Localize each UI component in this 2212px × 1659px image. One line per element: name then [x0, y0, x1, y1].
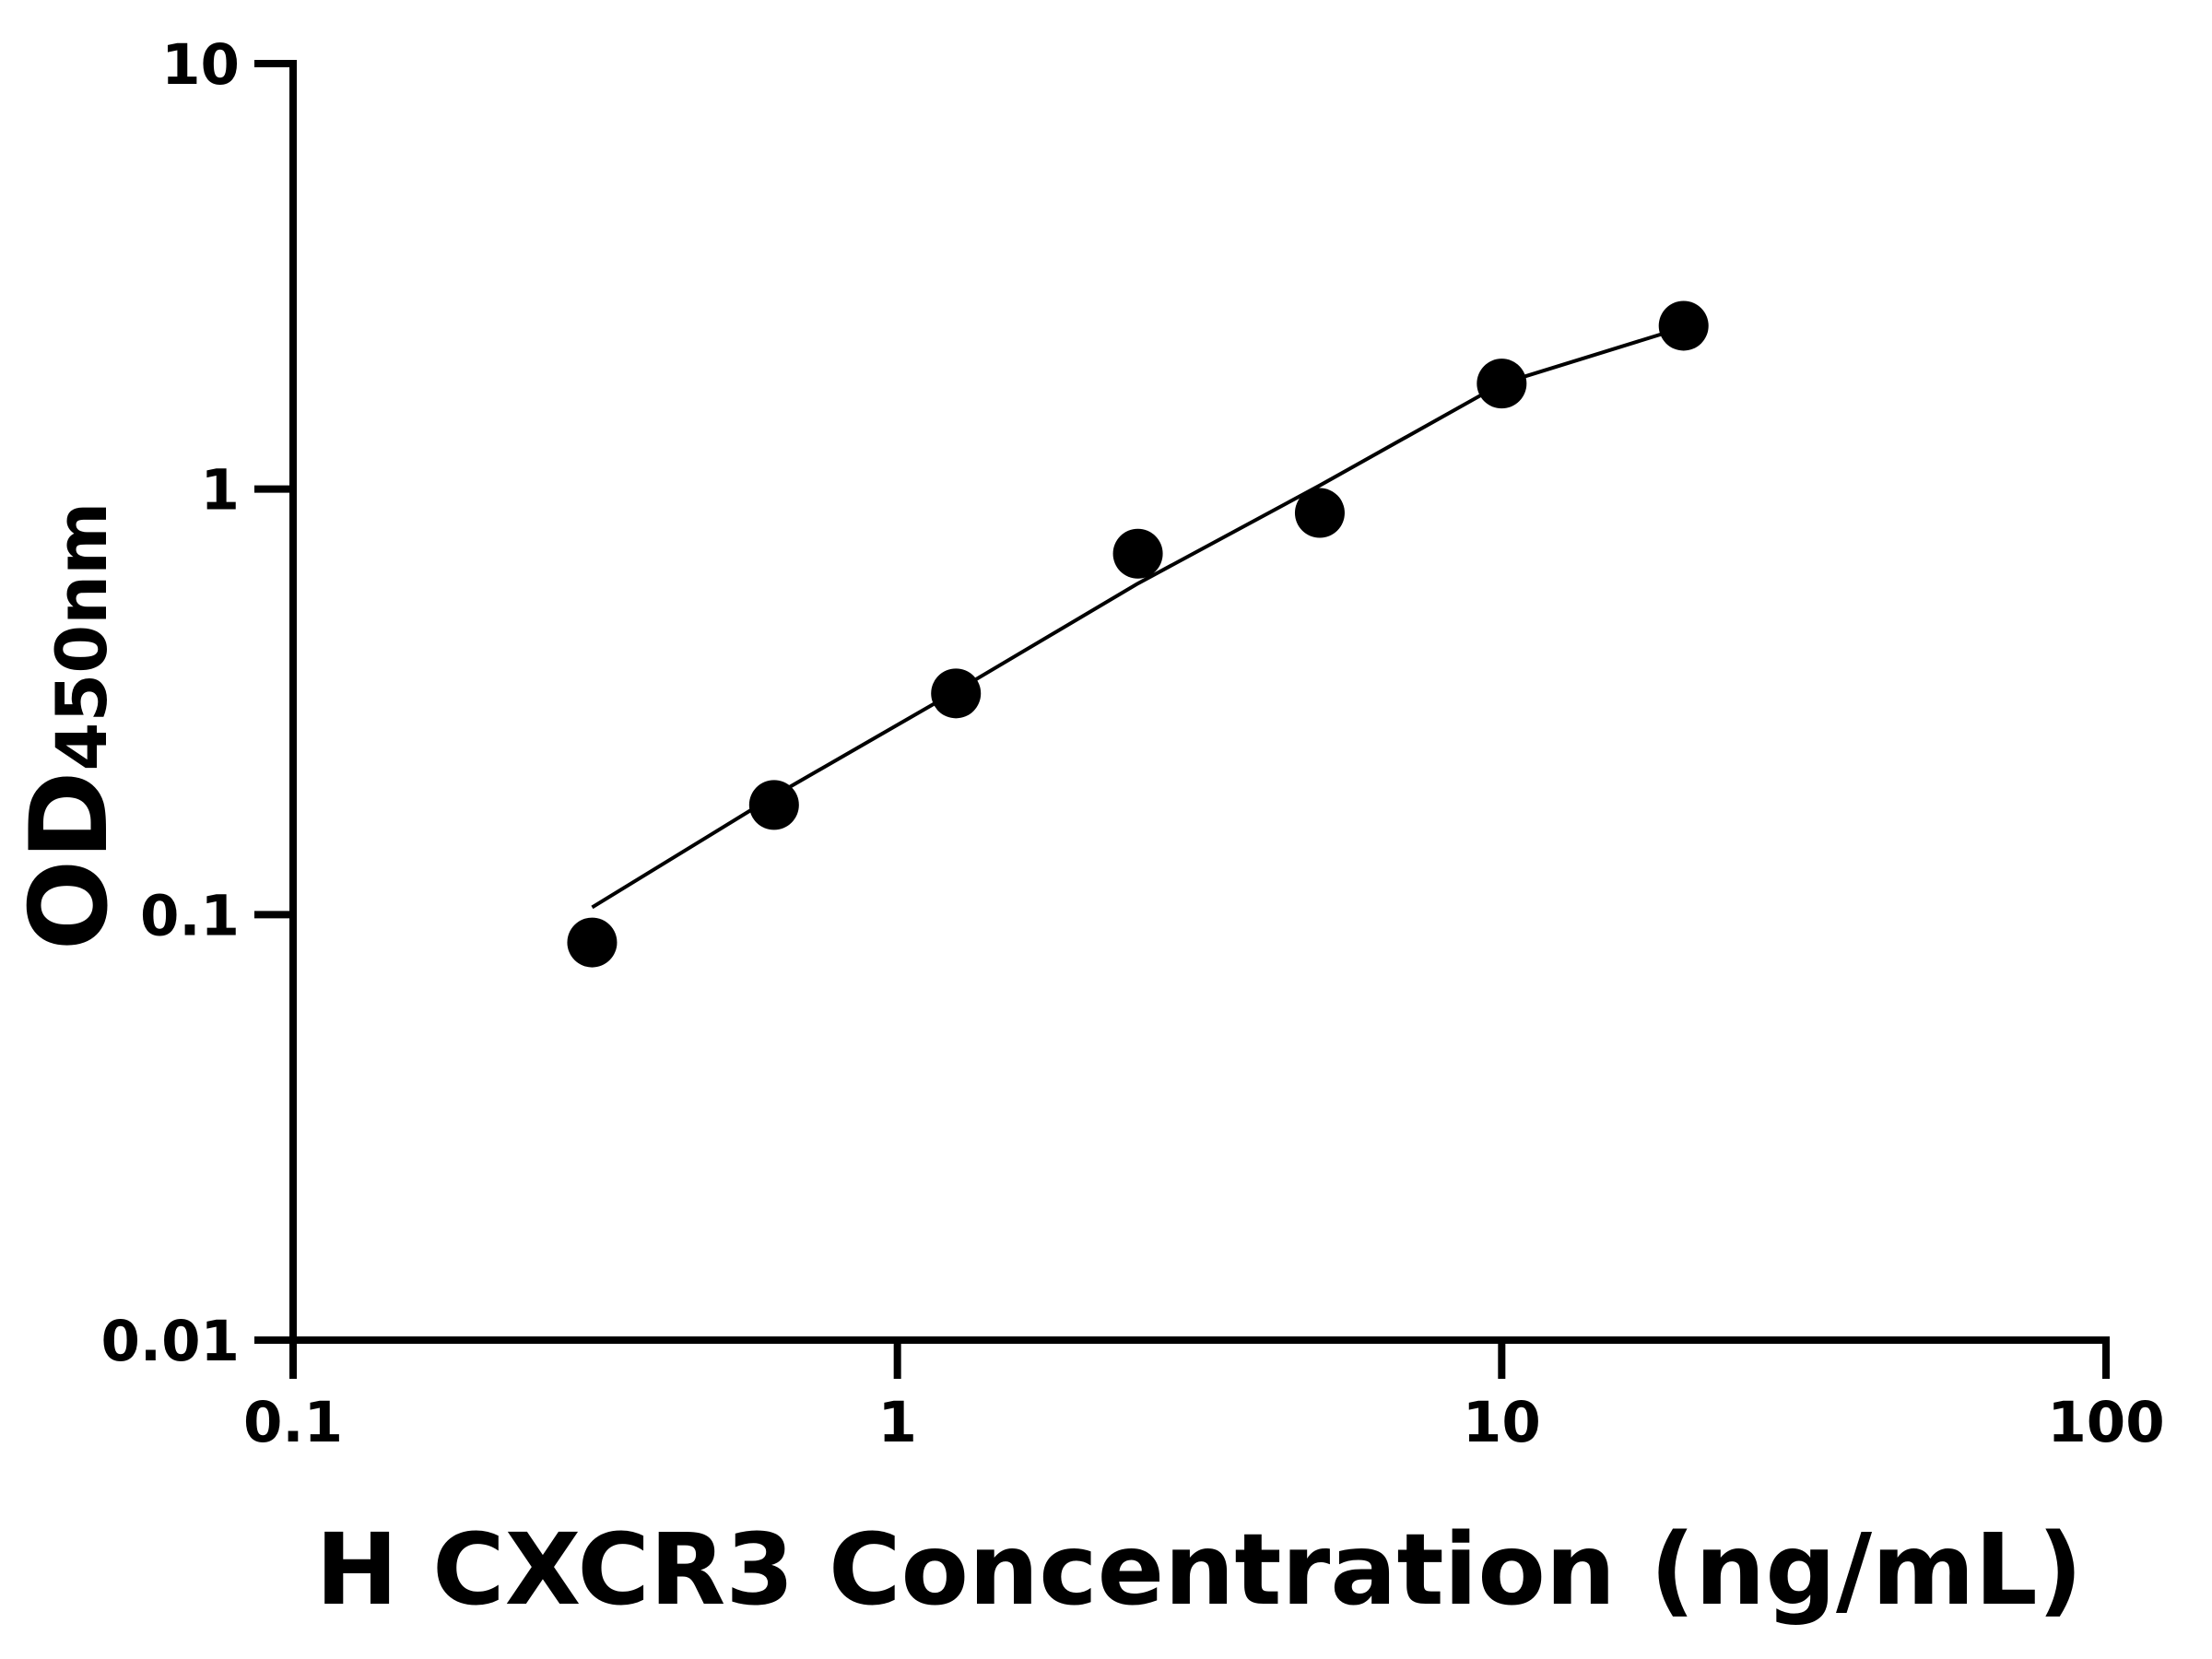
- data-point: [931, 668, 982, 719]
- y-tick-label: 0.01: [100, 1309, 240, 1374]
- fit-curve: [591, 325, 1685, 910]
- x-tick-label: 1: [877, 1390, 916, 1455]
- y-tick-label: 0.1: [140, 883, 240, 948]
- y-axis-label-main: OD: [7, 771, 132, 951]
- y-tick-label: 1: [201, 458, 240, 524]
- x-tick-label: 0.1: [243, 1390, 343, 1455]
- data-point: [567, 917, 618, 968]
- data-point: [1294, 488, 1345, 538]
- data-point: [1112, 528, 1163, 579]
- y-tick-label: 10: [161, 32, 240, 98]
- x-axis-label: H CXCR3 Concentration (ng/mL): [315, 1513, 2082, 1628]
- data-point: [1658, 300, 1709, 351]
- x-tick-label: 10: [1463, 1390, 1541, 1455]
- data-point: [748, 780, 799, 830]
- y-axis-label: OD450nm: [7, 502, 132, 951]
- x-tick-label: 100: [2047, 1390, 2164, 1455]
- y-axis-label-sub: 450nm: [41, 502, 123, 771]
